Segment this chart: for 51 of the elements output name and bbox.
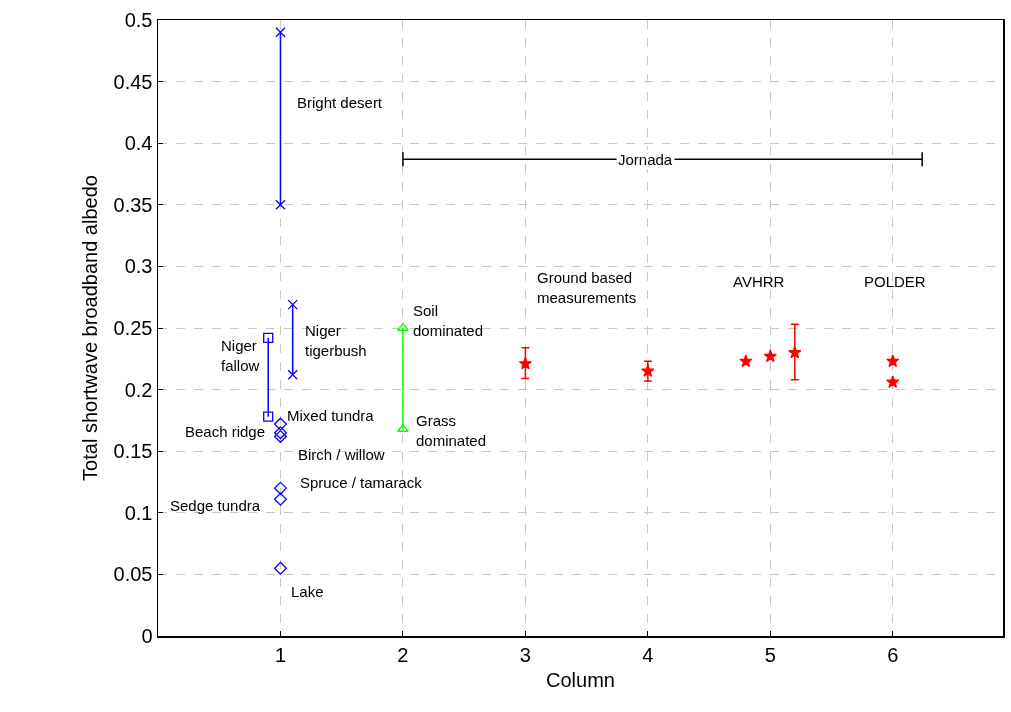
point bbox=[788, 345, 802, 359]
annotation: POLDER bbox=[864, 273, 926, 290]
y-tick-label: 0.25 bbox=[113, 317, 153, 339]
x-tick-label: 6 bbox=[887, 643, 899, 666]
point bbox=[763, 349, 777, 363]
annotation: Lake bbox=[291, 583, 324, 600]
annotation: Sedge tundra bbox=[170, 497, 261, 514]
annotation: Spruce / tamarack bbox=[300, 474, 423, 491]
annotation: Niger tigerbush bbox=[305, 322, 367, 359]
x-tick-label: 5 bbox=[764, 643, 776, 666]
y-tick-label: 0.05 bbox=[113, 563, 153, 586]
point bbox=[641, 364, 655, 377]
point bbox=[273, 481, 287, 495]
x-tick-label: 3 bbox=[519, 643, 531, 666]
x-axis-title: Column bbox=[546, 668, 615, 691]
annotation: Birch / willow bbox=[298, 446, 385, 463]
annotation: Soil dominated bbox=[413, 302, 484, 339]
y-axis-title: Total shortwave broadband albedo bbox=[79, 175, 102, 481]
annotation: Beach ridge bbox=[185, 423, 266, 440]
y-tick-label: 0 bbox=[141, 625, 153, 647]
y-tick-label: 0.1 bbox=[124, 501, 153, 524]
annotation: Ground based measurements bbox=[537, 269, 637, 306]
point bbox=[287, 369, 298, 380]
x-tick-label: 4 bbox=[642, 643, 654, 666]
point bbox=[275, 199, 286, 210]
y-tick-label: 0.35 bbox=[113, 193, 153, 216]
point bbox=[287, 299, 298, 310]
y-tick-label: 0.15 bbox=[113, 440, 153, 463]
annotation: Jornada bbox=[618, 151, 673, 168]
point bbox=[273, 492, 287, 506]
point bbox=[263, 332, 274, 344]
point bbox=[886, 354, 900, 368]
annotation: Grass dominated bbox=[416, 412, 487, 449]
annotation: AVHRR bbox=[733, 273, 785, 290]
y-tick-label: 0.3 bbox=[124, 255, 153, 278]
y-tick-label: 0.2 bbox=[124, 378, 153, 401]
y-tick-label: 0.4 bbox=[124, 132, 153, 155]
point bbox=[275, 27, 286, 38]
annotation: Niger fallow bbox=[221, 337, 260, 374]
point bbox=[886, 375, 900, 388]
point bbox=[273, 561, 287, 575]
x-tick-label: 2 bbox=[397, 643, 409, 666]
x-tick-label: 1 bbox=[274, 643, 287, 666]
y-tick-label: 0.5 bbox=[124, 9, 153, 31]
point bbox=[739, 354, 753, 368]
y-tick-label: 0.45 bbox=[113, 70, 153, 93]
annotation: Mixed tundra bbox=[287, 407, 375, 424]
annotation: Bright desert bbox=[297, 94, 383, 111]
point bbox=[263, 411, 274, 422]
point bbox=[518, 356, 533, 370]
point bbox=[273, 417, 287, 431]
